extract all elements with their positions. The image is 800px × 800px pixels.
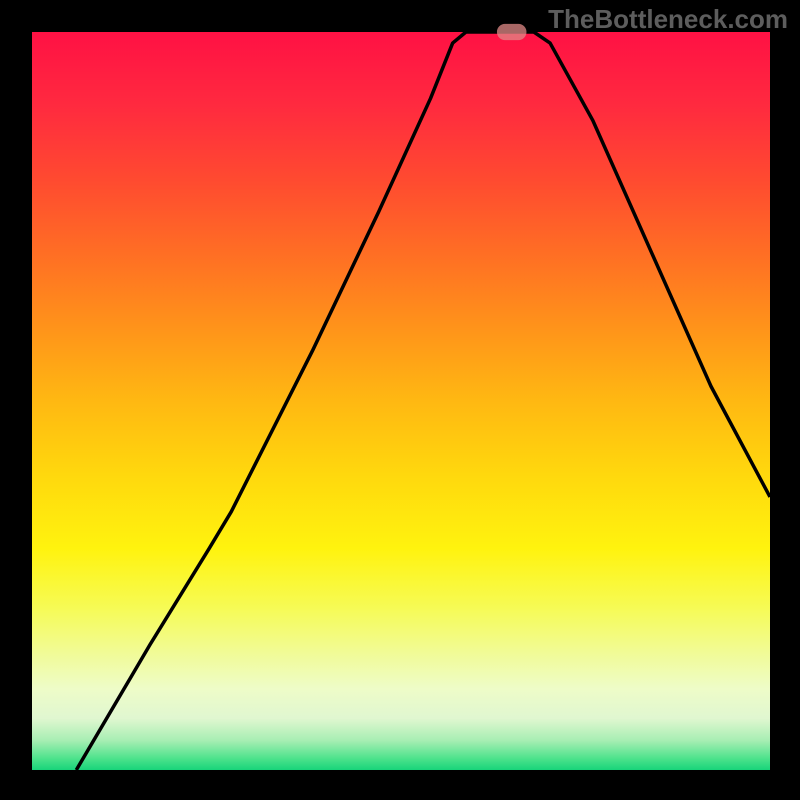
optimal-point-marker (497, 24, 527, 40)
bottleneck-chart: { "watermark": { "text": "TheBottleneck.… (0, 0, 800, 800)
chart-canvas (0, 0, 800, 800)
